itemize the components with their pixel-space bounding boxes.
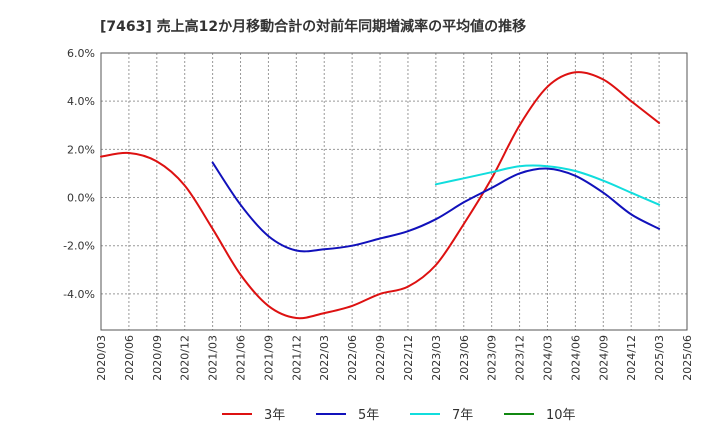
x-tick-label: 2022/06 bbox=[346, 335, 359, 381]
y-tick-label: 2.0% bbox=[67, 143, 95, 156]
y-tick-label: -2.0% bbox=[63, 240, 95, 253]
x-tick-label: 2022/03 bbox=[318, 335, 331, 381]
plot-area bbox=[101, 53, 687, 330]
plot-frame bbox=[100, 52, 688, 331]
x-tick-label: 2020/03 bbox=[95, 335, 108, 381]
y-tick-label: -4.0% bbox=[63, 288, 95, 301]
x-tick-label: 2023/03 bbox=[430, 335, 443, 381]
x-tick-label: 2024/12 bbox=[625, 335, 638, 381]
x-tick-label: 2023/12 bbox=[514, 335, 527, 381]
x-tick-label: 2024/03 bbox=[541, 335, 554, 381]
x-tick-label: 2022/12 bbox=[402, 335, 415, 381]
x-tick-label: 2020/12 bbox=[179, 335, 192, 381]
y-tick-label: 0.0% bbox=[67, 192, 95, 205]
x-tick-label: 2021/06 bbox=[235, 335, 248, 381]
y-tick-label: 4.0% bbox=[67, 95, 95, 108]
legend-label: 7年 bbox=[452, 408, 473, 423]
x-tick-label: 2023/09 bbox=[486, 335, 499, 381]
x-tick-label: 2020/09 bbox=[151, 335, 164, 381]
x-tick-label: 2021/09 bbox=[262, 335, 275, 381]
x-tick-label: 2023/06 bbox=[458, 335, 471, 381]
x-tick-label: 2021/03 bbox=[207, 335, 220, 381]
x-tick-label: 2022/09 bbox=[374, 335, 387, 381]
chart-title: [7463] 売上高12か月移動合計の対前年同期増減率の平均値の推移 bbox=[100, 19, 527, 35]
legend-label: 5年 bbox=[358, 408, 379, 423]
x-tick-label: 2024/09 bbox=[597, 335, 610, 381]
legend-label: 10年 bbox=[546, 408, 576, 423]
x-tick-label: 2025/03 bbox=[653, 335, 666, 381]
x-tick-label: 2021/12 bbox=[290, 335, 303, 381]
series-line-3 bbox=[434, 164, 661, 206]
x-tick-label: 2024/06 bbox=[569, 335, 582, 381]
series-line-1 bbox=[100, 71, 661, 320]
series-line-2 bbox=[211, 161, 661, 253]
y-tick-label: 6.0% bbox=[67, 47, 95, 60]
x-tick-label: 2020/06 bbox=[123, 335, 136, 381]
x-tick-label: 2025/06 bbox=[681, 335, 694, 381]
legend-label: 3年 bbox=[264, 408, 285, 423]
